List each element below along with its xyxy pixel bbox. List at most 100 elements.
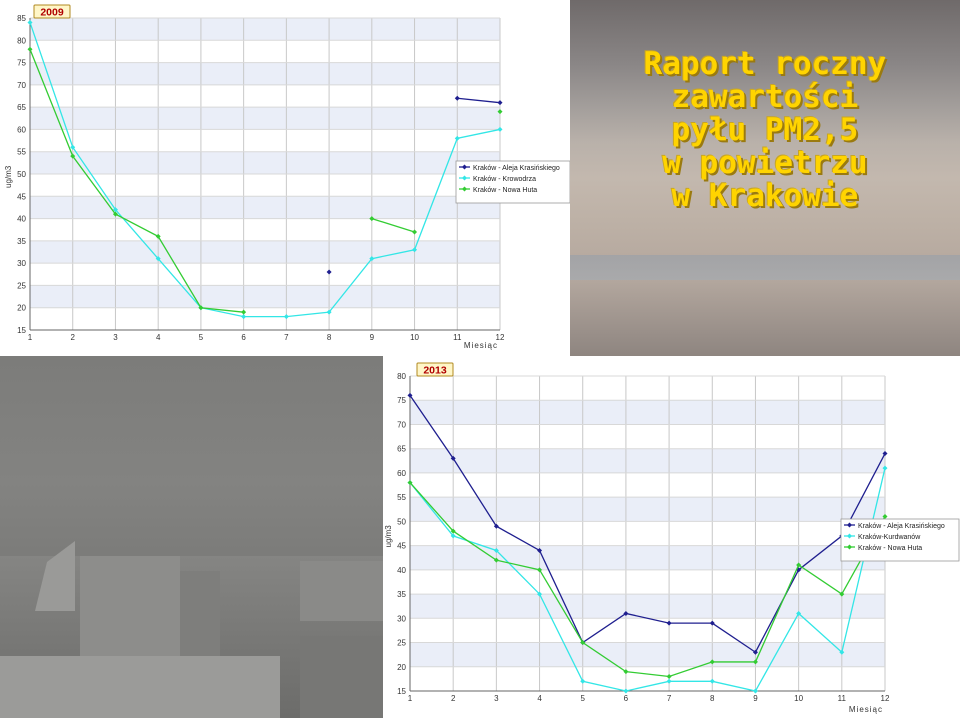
grid-band <box>410 376 885 401</box>
title-line-4: w powietrzu <box>662 145 868 181</box>
report-title: Raport roczny zawartości pyłu PM2,5 w po… <box>570 48 960 213</box>
grid-band <box>410 424 885 449</box>
legend-swatch-marker <box>847 522 852 528</box>
legend-entry-label: Kraków - Nowa Huta <box>473 187 537 194</box>
data-point-series-1 <box>666 620 672 626</box>
data-point-series-2 <box>155 256 161 262</box>
chart-2013-panel: 15 20 25 30 35 40 45 50 55 60 65 70 75 80 1 2 3 4 5 6 7 8 9 10 1… <box>383 356 960 718</box>
y-tick-label: 25 <box>397 639 406 648</box>
data-point-series-2 <box>709 678 715 684</box>
data-point-series-3 <box>27 46 33 52</box>
y-tick-label: 35 <box>17 237 26 246</box>
x-tick-label: 10 <box>794 694 803 703</box>
grid-band <box>30 307 500 330</box>
y-tick-label: 40 <box>17 215 26 224</box>
grid-band <box>30 240 500 264</box>
y-tick-label: 35 <box>397 590 406 599</box>
x-tick-label: 6 <box>241 333 246 342</box>
building-6 <box>300 636 383 718</box>
data-point-series-3 <box>537 567 543 573</box>
y-tick-label: 75 <box>17 59 26 68</box>
data-point-series-1 <box>882 451 888 457</box>
grid-band <box>30 84 500 108</box>
data-point-series-2 <box>666 678 672 684</box>
data-point-series-2 <box>497 126 503 132</box>
grid-band <box>410 642 885 667</box>
data-point-series-2 <box>112 207 118 213</box>
x-tick-label: 5 <box>199 333 204 342</box>
data-point-series-3 <box>882 514 888 520</box>
x-axis-label: Miesiąc <box>849 705 883 714</box>
x-tick-label: 9 <box>370 333 375 342</box>
series-line-1 <box>409 395 886 654</box>
data-point-series-3 <box>580 640 586 646</box>
x-tick-label: 5 <box>581 694 586 703</box>
x-tick-label: 4 <box>537 694 542 703</box>
data-point-series-3 <box>112 211 118 217</box>
x-tick-label: 10 <box>410 333 419 342</box>
y-axis-label: ug/m3 <box>384 525 393 548</box>
legend-swatch-marker <box>462 175 467 181</box>
y-tick-label: 50 <box>17 170 26 179</box>
legend-entry-label: Kraków - Nowa Huta <box>858 545 922 552</box>
grid-band <box>30 129 500 152</box>
grid-band <box>410 521 885 546</box>
data-point-series-1 <box>623 610 629 616</box>
series-line-3 <box>371 217 415 233</box>
y-tick-label: 60 <box>397 469 406 478</box>
y-tick-label: 25 <box>17 281 26 290</box>
data-point-series-2 <box>412 247 418 253</box>
y-tick-label: 30 <box>397 614 406 623</box>
y-tick-label: 65 <box>397 445 406 454</box>
grid-band <box>30 285 500 308</box>
building-5 <box>0 656 280 718</box>
data-point-series-3 <box>497 109 503 115</box>
y-tick-label: 20 <box>17 304 26 313</box>
data-point-series-1 <box>450 455 456 461</box>
building-4 <box>300 561 383 621</box>
grid-band <box>30 263 500 286</box>
data-point-series-1 <box>326 269 332 275</box>
x-tick-label: 1 <box>408 694 413 703</box>
y-axis-label: ug/m3 <box>4 165 13 188</box>
data-point-series-2 <box>283 314 289 320</box>
y-tick-label: 55 <box>397 493 406 502</box>
building-2 <box>80 556 180 666</box>
data-point-series-3 <box>407 480 413 486</box>
data-point-series-2 <box>369 256 375 262</box>
x-tick-label: 12 <box>881 694 890 703</box>
grid-band <box>410 618 885 643</box>
data-point-series-1 <box>537 547 543 553</box>
data-point-series-1 <box>752 649 758 655</box>
data-point-series-3 <box>839 591 845 597</box>
data-point-series-2 <box>796 610 802 616</box>
x-tick-label: 9 <box>753 694 758 703</box>
series-line-3 <box>29 48 244 313</box>
y-tick-label: 45 <box>17 192 26 201</box>
data-point-series-1 <box>493 523 499 529</box>
grid-band <box>30 62 500 85</box>
y-tick-label: 15 <box>397 687 406 696</box>
y-tick-label: 20 <box>397 663 406 672</box>
x-tick-label: 8 <box>710 694 715 703</box>
year-badge-label: 2009 <box>40 7 64 19</box>
y-tick-label: 85 <box>17 14 26 23</box>
x-tick-label: 7 <box>284 333 289 342</box>
data-point-series-2 <box>241 314 247 320</box>
legend-swatch-marker <box>847 533 852 539</box>
legend-swatch-marker <box>847 544 852 550</box>
y-tick-label: 55 <box>17 148 26 157</box>
legend-entry-label: Kraków - Aleja Krasińskiego <box>473 165 560 172</box>
data-point-series-3 <box>666 673 672 679</box>
grid-band <box>30 107 500 130</box>
data-point-series-3 <box>155 233 161 239</box>
sea-of-clouds <box>570 280 960 356</box>
x-tick-label: 3 <box>494 694 499 703</box>
y-tick-label: 30 <box>17 259 26 268</box>
grid-band <box>410 594 885 619</box>
grid-band <box>410 497 885 522</box>
grid-band <box>410 448 885 473</box>
y-tick-label: 80 <box>17 36 26 45</box>
